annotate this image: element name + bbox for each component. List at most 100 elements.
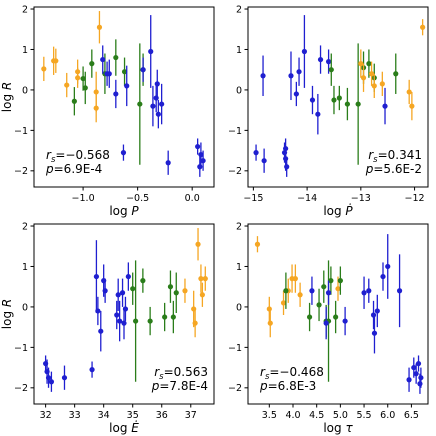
data-point xyxy=(309,97,316,103)
data-point xyxy=(113,54,119,61)
data-point xyxy=(124,83,130,89)
data-point xyxy=(200,158,206,164)
data-point xyxy=(140,278,146,284)
data-point xyxy=(253,150,259,156)
x-tick-label: 33 xyxy=(69,410,81,421)
data-point xyxy=(331,97,337,103)
data-point xyxy=(165,160,171,166)
data-point xyxy=(71,98,77,104)
x-tick-label: 5.0 xyxy=(333,410,348,421)
y-tick-label: −1 xyxy=(14,343,28,354)
x-tick-label: 0.0 xyxy=(185,193,200,204)
p-value-label: p=5.6E-2 xyxy=(365,162,422,176)
data-point xyxy=(114,312,120,318)
y-tick-label: 0 xyxy=(22,302,28,313)
data-point xyxy=(296,69,302,75)
data-point xyxy=(323,320,329,326)
panel-1: −1.0 −0.5 0.0 −2 −1 0 1 2 log P log R rs=−0.568p=6… xyxy=(0,4,215,218)
data-point xyxy=(261,158,267,164)
y-tick-label: −2 xyxy=(14,383,28,394)
data-point xyxy=(93,89,99,95)
data-point xyxy=(368,71,375,77)
data-point xyxy=(374,308,380,314)
data-point xyxy=(411,364,417,371)
data-point xyxy=(75,75,81,81)
data-point xyxy=(358,61,364,67)
data-point xyxy=(301,48,308,55)
spearman-rs-label: rs=0.341 xyxy=(368,148,422,165)
data-point xyxy=(406,377,412,383)
data-point xyxy=(147,318,153,324)
x-tick-label: 3.5 xyxy=(262,410,277,421)
data-point xyxy=(117,318,123,324)
data-point xyxy=(120,150,127,156)
data-point xyxy=(396,288,403,294)
data-point xyxy=(102,288,108,294)
data-point xyxy=(182,288,188,294)
data-point xyxy=(195,143,201,150)
data-point xyxy=(335,286,341,292)
data-point xyxy=(106,71,112,77)
data-point xyxy=(113,91,119,97)
y-tick-label: 0 xyxy=(236,302,242,313)
data-point xyxy=(82,85,88,91)
y-tick-label: 2 xyxy=(22,4,28,15)
data-point xyxy=(154,81,160,87)
data-point xyxy=(393,71,399,77)
data-point xyxy=(417,381,423,387)
x-axis-label: log Ė xyxy=(109,420,139,435)
y-axis-label: log R xyxy=(0,82,14,112)
x-tick-label: 5.5 xyxy=(356,410,371,421)
data-point xyxy=(170,314,176,320)
y-tick-label: 2 xyxy=(22,221,28,232)
data-point xyxy=(333,314,339,320)
data-point xyxy=(283,288,289,294)
data-point xyxy=(280,300,287,306)
y-tick-label: 2 xyxy=(236,4,242,15)
data-point xyxy=(336,95,342,101)
panel-3: 32 33 34 35 36 37 −2 −1 0 1 2 log Ė log R rs=0.563p=7… xyxy=(0,221,215,435)
data-point xyxy=(254,241,261,247)
data-point xyxy=(379,81,385,87)
y-tick-label: −2 xyxy=(14,166,28,177)
data-point xyxy=(413,371,419,377)
x-tick-label: 6.5 xyxy=(404,410,419,421)
data-point xyxy=(150,103,156,109)
data-point xyxy=(98,328,104,334)
y-tick-label: −1 xyxy=(228,126,242,137)
data-point xyxy=(366,61,372,67)
data-point xyxy=(133,318,139,324)
data-point xyxy=(342,318,348,324)
data-point xyxy=(337,278,343,284)
data-point xyxy=(370,312,377,318)
data-point xyxy=(321,284,327,290)
data-point xyxy=(192,320,198,326)
data-point xyxy=(122,306,129,312)
y-axis-label: log R xyxy=(0,299,14,329)
data-point xyxy=(355,101,361,107)
data-point xyxy=(360,75,367,81)
data-point xyxy=(80,75,86,82)
panel-4: 3.5 4.0 4.5 5.0 5.5 6.0 6.5 −2 −1 0 1 2 log τ rs=−0.4… xyxy=(228,221,429,435)
x-tick-label: 34 xyxy=(98,410,110,421)
y-tick-label: −2 xyxy=(228,383,242,394)
data-point xyxy=(260,73,266,79)
data-point xyxy=(115,292,121,298)
x-tick-label: 4.5 xyxy=(309,410,324,421)
data-point xyxy=(159,101,165,107)
data-point xyxy=(284,164,290,170)
data-point xyxy=(53,58,59,64)
y-tick-label: −2 xyxy=(228,166,242,177)
data-point xyxy=(366,288,372,294)
data-point xyxy=(173,290,179,296)
x-axis-label: log P xyxy=(109,204,139,218)
data-point xyxy=(199,292,205,298)
x-tick-label: −14 xyxy=(297,193,317,204)
p-value-label: p=6.8E-3 xyxy=(259,379,316,393)
data-point xyxy=(382,103,388,109)
y-tick-label: 2 xyxy=(236,221,242,232)
data-point xyxy=(292,276,298,282)
spearman-rs-label: rs=−0.568 xyxy=(46,148,110,165)
